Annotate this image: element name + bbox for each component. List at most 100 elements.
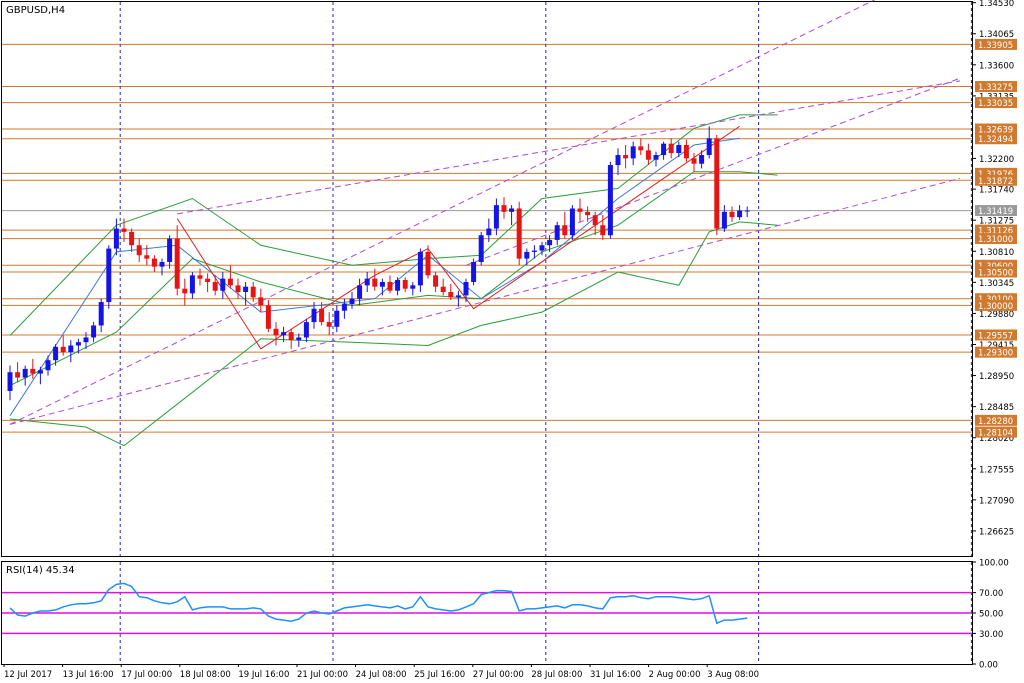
candle[interactable] [501, 197, 507, 219]
candle[interactable] [258, 288, 264, 313]
candle[interactable] [714, 134, 720, 236]
candle[interactable] [440, 278, 446, 296]
candle[interactable] [364, 271, 370, 293]
candle[interactable] [585, 206, 591, 222]
candle[interactable] [113, 218, 119, 256]
candle[interactable] [425, 245, 431, 279]
candle[interactable] [463, 278, 469, 303]
candle[interactable] [471, 258, 477, 286]
candle[interactable] [357, 278, 363, 306]
candle[interactable] [433, 271, 439, 293]
candle[interactable] [319, 302, 325, 326]
candle[interactable] [250, 282, 256, 303]
candle[interactable] [676, 141, 682, 158]
candle[interactable] [615, 148, 621, 176]
candle[interactable] [402, 277, 408, 293]
candle[interactable] [243, 282, 249, 306]
candle[interactable] [592, 211, 598, 236]
candle[interactable] [106, 245, 112, 309]
candle[interactable] [265, 300, 271, 333]
candle[interactable] [273, 322, 279, 346]
candle[interactable] [53, 344, 59, 366]
candle[interactable] [577, 198, 583, 222]
candle[interactable] [630, 141, 636, 166]
candle-body [577, 208, 583, 212]
candle[interactable] [417, 248, 423, 293]
candle[interactable] [303, 318, 309, 343]
candle[interactable] [212, 275, 218, 296]
candle[interactable] [569, 205, 575, 240]
candle[interactable] [372, 268, 378, 291]
candle[interactable] [379, 278, 385, 296]
candle[interactable] [227, 265, 233, 289]
candle[interactable] [509, 205, 515, 226]
candle[interactable] [37, 366, 43, 385]
candle[interactable] [410, 282, 416, 296]
candle[interactable] [683, 139, 689, 162]
candle[interactable] [478, 231, 484, 266]
candle[interactable] [531, 245, 537, 259]
candle[interactable] [311, 302, 317, 329]
candle[interactable] [151, 255, 157, 272]
candle[interactable] [638, 138, 644, 156]
candle[interactable] [623, 145, 629, 169]
candle[interactable] [288, 328, 294, 349]
candle[interactable] [45, 355, 51, 376]
candle[interactable] [661, 141, 667, 160]
candlesticks[interactable] [7, 126, 750, 401]
candle[interactable] [83, 332, 89, 349]
candle[interactable] [281, 326, 287, 343]
candle[interactable] [75, 338, 81, 354]
candle[interactable] [706, 126, 712, 159]
candle[interactable] [539, 241, 545, 256]
candle[interactable] [189, 271, 195, 299]
candle[interactable] [516, 201, 522, 266]
candle[interactable] [182, 278, 188, 306]
candle[interactable] [296, 333, 302, 347]
candle[interactable] [136, 238, 142, 262]
candle[interactable] [455, 290, 461, 307]
candle[interactable] [144, 245, 150, 266]
candle[interactable] [121, 218, 127, 242]
candle[interactable] [607, 161, 613, 239]
candle[interactable] [699, 150, 705, 169]
candle[interactable] [341, 298, 347, 319]
candle[interactable] [744, 206, 750, 218]
candle[interactable] [653, 151, 659, 167]
candle[interactable] [235, 278, 241, 299]
candle[interactable] [395, 277, 401, 296]
candle[interactable] [547, 235, 553, 252]
candle[interactable] [220, 271, 226, 299]
candle[interactable] [668, 138, 674, 159]
candle[interactable] [562, 211, 568, 239]
candle[interactable] [174, 225, 180, 296]
candle[interactable] [524, 248, 530, 266]
candle[interactable] [205, 273, 211, 293]
candle[interactable] [60, 335, 66, 356]
candle[interactable] [7, 365, 13, 401]
candle[interactable] [691, 153, 697, 172]
candle[interactable] [326, 312, 332, 336]
candle[interactable] [349, 292, 355, 309]
candle[interactable] [129, 228, 135, 252]
candle[interactable] [729, 206, 735, 222]
candle[interactable] [737, 205, 743, 220]
candle[interactable] [159, 258, 165, 276]
candle[interactable] [645, 143, 651, 166]
candle[interactable] [22, 365, 28, 386]
candle[interactable] [30, 358, 36, 379]
candle[interactable] [91, 322, 97, 343]
candle[interactable] [197, 268, 203, 286]
candle[interactable] [486, 218, 492, 242]
candle[interactable] [493, 198, 499, 236]
candle[interactable] [68, 340, 74, 363]
candle[interactable] [334, 305, 340, 333]
candle[interactable] [167, 235, 173, 269]
candle[interactable] [600, 215, 606, 240]
candle[interactable] [721, 205, 727, 232]
candle[interactable] [387, 275, 393, 294]
candle[interactable] [98, 298, 104, 333]
candle[interactable] [15, 362, 21, 383]
candle[interactable] [448, 284, 454, 301]
candle[interactable] [554, 221, 560, 246]
